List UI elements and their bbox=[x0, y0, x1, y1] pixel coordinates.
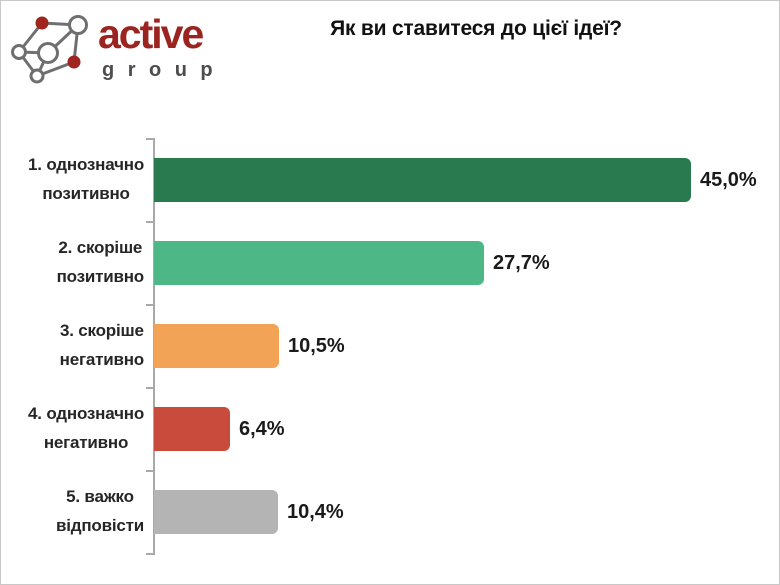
value-label: 45,0% bbox=[700, 168, 757, 191]
category-label: 5. важко відповісти bbox=[55, 487, 144, 535]
category-label: 4. однозначно негативно bbox=[28, 404, 144, 452]
value-label: 10,4% bbox=[287, 500, 344, 523]
axis-tick bbox=[146, 470, 153, 472]
category-label: 2. скоріше позитивно bbox=[56, 238, 145, 286]
axis-tick bbox=[146, 304, 153, 306]
bar bbox=[154, 324, 279, 368]
bar bbox=[154, 490, 278, 534]
chart-row: 3. скоріше негативно 10,5% bbox=[1, 304, 779, 387]
axis-tick bbox=[146, 221, 153, 223]
brand-text: active bbox=[98, 11, 204, 57]
bar bbox=[154, 407, 230, 451]
chart-row: 1. однозначно позитивно 45,0% bbox=[1, 138, 779, 221]
chart-row: 5. важко відповісти 10,4% bbox=[1, 470, 779, 553]
network-logo-icon bbox=[11, 15, 88, 84]
bar bbox=[154, 241, 484, 285]
axis-tick bbox=[146, 138, 153, 140]
chart-row: 4. однозначно негативно 6,4% bbox=[1, 387, 779, 470]
value-label: 6,4% bbox=[239, 417, 285, 440]
value-label: 10,5% bbox=[288, 334, 345, 357]
chart-row: 2. скоріше позитивно 27,7% bbox=[1, 221, 779, 304]
chart-title: Як ви ставитеся до цієї ідеї? bbox=[330, 17, 622, 40]
logo: active group bbox=[1, 1, 251, 101]
axis-tick bbox=[146, 387, 153, 389]
value-label: 27,7% bbox=[493, 251, 550, 274]
category-label: 3. скоріше негативно bbox=[59, 321, 145, 369]
bar bbox=[154, 158, 691, 202]
subbrand-text: group bbox=[102, 59, 227, 81]
category-label: 1. однозначно позитивно bbox=[28, 155, 144, 203]
axis-tick bbox=[146, 553, 153, 555]
